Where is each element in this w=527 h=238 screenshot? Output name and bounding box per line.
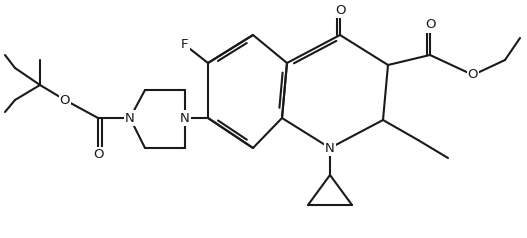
Text: N: N [125,111,135,124]
Text: O: O [60,94,70,106]
Text: N: N [180,111,190,124]
Text: O: O [468,69,478,81]
Text: N: N [325,142,335,154]
Text: O: O [335,4,345,16]
Text: O: O [425,19,435,31]
Text: O: O [93,149,103,162]
Text: F: F [181,39,189,51]
